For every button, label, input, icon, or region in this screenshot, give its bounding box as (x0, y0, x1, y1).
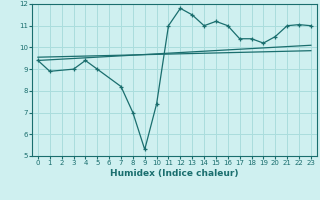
X-axis label: Humidex (Indice chaleur): Humidex (Indice chaleur) (110, 169, 239, 178)
